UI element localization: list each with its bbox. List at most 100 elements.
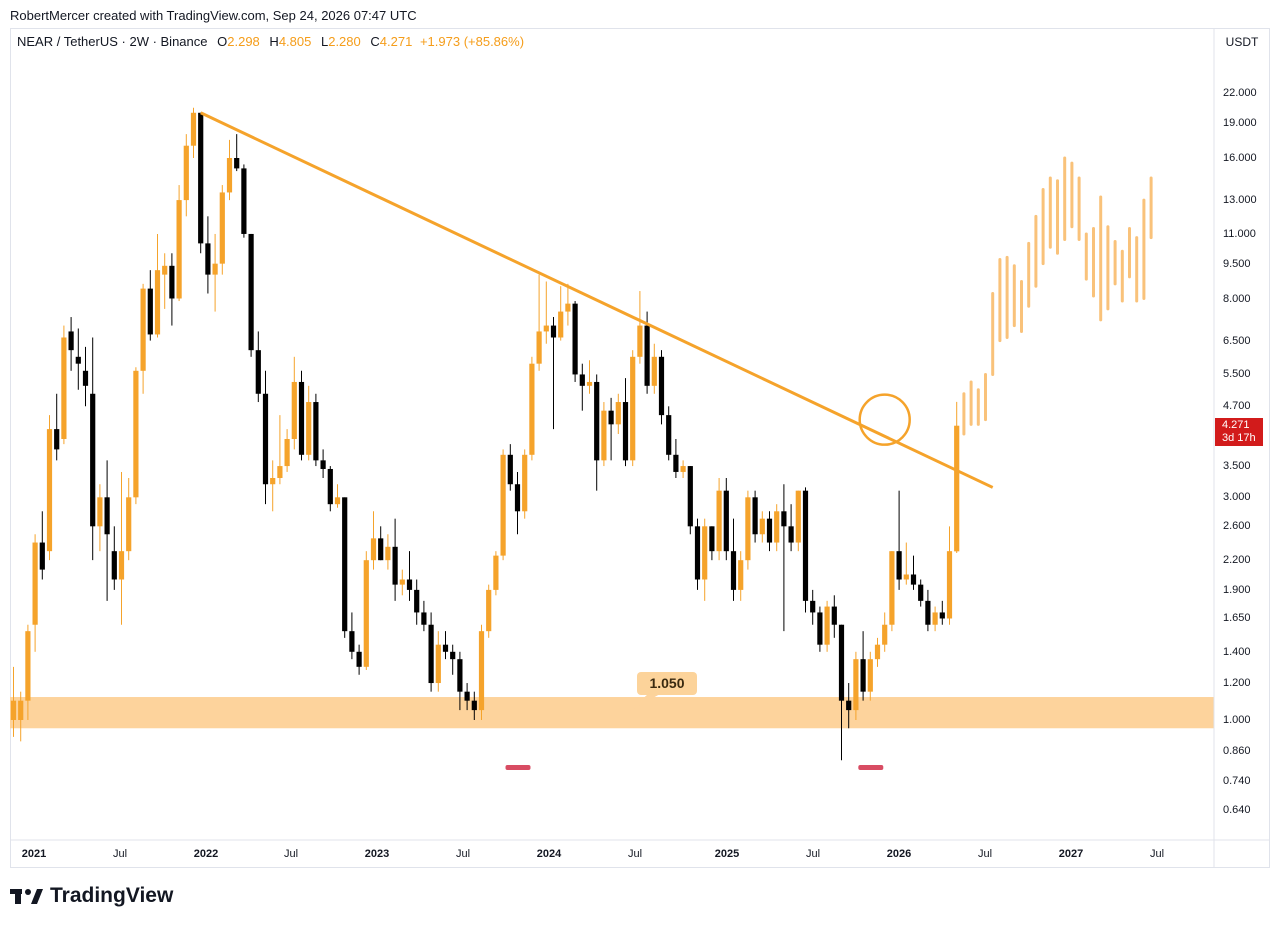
currency-button[interactable]: USDT xyxy=(1225,35,1259,49)
candle-body xyxy=(896,551,902,580)
time-axis-label: Jul xyxy=(283,848,299,860)
candle-body xyxy=(694,526,701,580)
candle-body xyxy=(183,145,189,201)
projection-layer xyxy=(962,156,1153,436)
last-price-value: 4.271 xyxy=(1222,419,1250,431)
price-axis-label: 2.200 xyxy=(1223,554,1251,567)
candle-body xyxy=(154,270,161,335)
time-axis-label: 2026 xyxy=(886,848,912,860)
candle-body xyxy=(111,551,117,580)
candle-body xyxy=(867,659,873,692)
candle-body xyxy=(457,659,463,692)
legend-close-key: C xyxy=(370,34,380,49)
candle-body xyxy=(759,518,765,535)
candle-body xyxy=(428,624,434,684)
support-level-callout[interactable]: 1.050 xyxy=(637,672,697,695)
candle-body xyxy=(97,497,103,527)
candle-body xyxy=(781,511,787,527)
candle-body xyxy=(46,429,53,552)
candle-body xyxy=(219,192,225,264)
price-axis-label: 1.200 xyxy=(1223,677,1251,690)
candle-body xyxy=(745,497,751,561)
time-axis-label: 2025 xyxy=(714,848,740,860)
legend-high-key: H xyxy=(269,34,279,49)
tradingview-logo[interactable]: TradingView xyxy=(10,884,173,908)
price-axis-label: 4.700 xyxy=(1223,400,1251,413)
candle-body xyxy=(651,356,657,386)
candle-body xyxy=(572,303,578,375)
candle-body xyxy=(536,331,542,364)
candle-body xyxy=(500,454,506,556)
bar-countdown: 3d 17h xyxy=(1222,432,1256,444)
candle-body xyxy=(932,612,938,625)
candle-body xyxy=(471,700,477,711)
time-axis-label: 2024 xyxy=(536,848,562,860)
price-axis-label: 1.000 xyxy=(1223,714,1251,726)
candle-body xyxy=(831,606,837,625)
time-axis-label: Jul xyxy=(455,848,471,860)
chart-frame[interactable] xyxy=(10,28,1270,868)
candle-body xyxy=(673,454,679,472)
price-axis-label: 1.400 xyxy=(1223,645,1251,658)
candle-body xyxy=(558,311,564,338)
price-axis-label: 11.000 xyxy=(1223,227,1256,240)
candle-body xyxy=(32,542,38,625)
candle-body xyxy=(169,265,175,299)
price-axis-label: 13.000 xyxy=(1223,194,1257,207)
candle-body xyxy=(824,606,830,645)
candle-body xyxy=(889,551,895,625)
candle-body xyxy=(39,542,45,570)
candle-body xyxy=(306,402,312,455)
candle-body xyxy=(658,356,665,416)
candle-body xyxy=(327,468,333,505)
candle-body xyxy=(342,497,348,632)
tradingview-wordmark: TradingView xyxy=(50,884,174,907)
candle-body xyxy=(846,700,852,711)
legend-change-value: +1.973 (+85.86%) xyxy=(419,34,525,49)
candle-body xyxy=(630,356,636,461)
price-axis-label: 1.650 xyxy=(1223,612,1251,625)
candle-body xyxy=(421,612,427,625)
time-axis-label: 2027 xyxy=(1058,848,1084,860)
callout-tail xyxy=(628,694,660,712)
candle-body xyxy=(313,402,319,461)
candle-body xyxy=(752,497,758,535)
legend-symbol[interactable]: NEAR / TetherUS · 2W · Binance xyxy=(17,34,208,49)
candle-body xyxy=(270,477,276,485)
candle-body xyxy=(507,454,513,485)
time-axis-label: Jul xyxy=(1149,848,1165,860)
candles-layer xyxy=(10,107,960,761)
candle-body xyxy=(838,624,845,701)
candle-body xyxy=(910,574,917,585)
candle-body xyxy=(579,374,585,386)
candle-body xyxy=(406,579,413,590)
price-axis-label: 5.500 xyxy=(1223,368,1251,381)
chart-attribution: RobertMercer created with TradingView.co… xyxy=(10,8,417,23)
candle-body xyxy=(385,546,391,561)
candle-body xyxy=(529,363,535,455)
price-axis-label: 1.900 xyxy=(1223,583,1251,596)
legend-open-key: O xyxy=(217,34,228,49)
candle-body xyxy=(709,526,715,552)
candle-body xyxy=(601,410,607,461)
price-axis-label: 9.500 xyxy=(1223,257,1251,270)
candle-body xyxy=(198,112,204,244)
candle-body xyxy=(543,325,549,332)
candle-body xyxy=(10,700,17,720)
legend-low-value: 2.280 xyxy=(328,34,361,49)
time-axis-label: Jul xyxy=(805,848,821,860)
candle-body xyxy=(802,490,809,601)
candle-body xyxy=(860,659,866,692)
candle-body xyxy=(637,325,643,357)
candle-body xyxy=(666,415,672,455)
legend-close-value: 4.271 xyxy=(379,34,413,49)
price-axis-label: 0.860 xyxy=(1223,744,1251,757)
candle-body xyxy=(298,381,305,455)
candle-body xyxy=(90,393,96,527)
candle-body xyxy=(162,265,168,275)
breakout-circle[interactable] xyxy=(858,393,911,446)
legend-open-value: 2.298 xyxy=(227,34,260,49)
candle-body xyxy=(853,659,859,711)
candle-body xyxy=(320,460,326,469)
